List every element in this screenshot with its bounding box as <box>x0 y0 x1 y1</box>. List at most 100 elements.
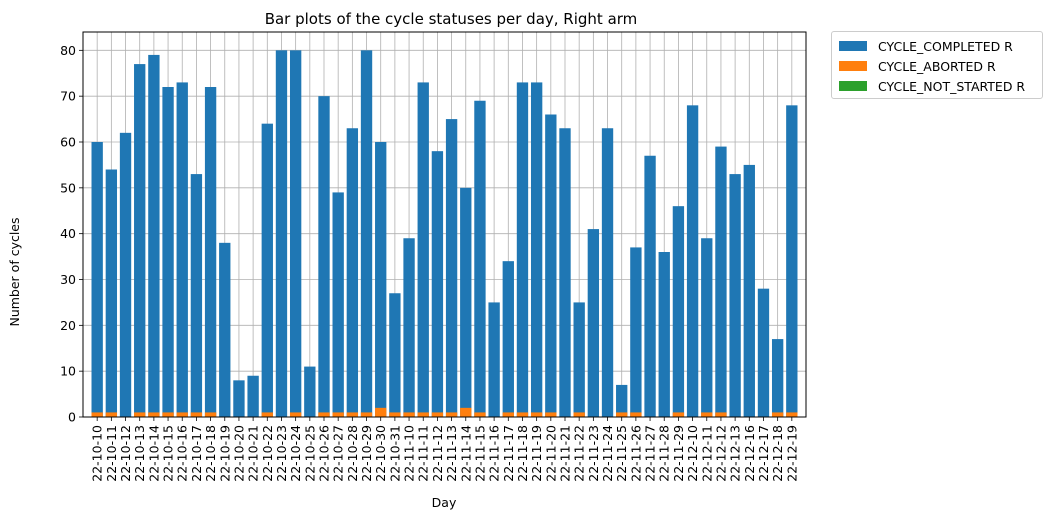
x-tick-label: 22-12-19 <box>784 425 799 482</box>
bar-aborted <box>360 412 373 417</box>
bar-completed <box>304 366 316 417</box>
axes <box>79 31 807 421</box>
bar-completed <box>289 50 302 417</box>
bars-layer <box>91 50 798 418</box>
x-tick-label: 22-11-24 <box>600 425 615 482</box>
bar-completed <box>559 128 571 417</box>
bar-completed <box>417 82 429 418</box>
y-tick-label: 80 <box>60 43 76 58</box>
bar-completed <box>403 238 415 417</box>
x-tick-label: 22-10-24 <box>288 425 303 482</box>
x-tick-label: 22-11-26 <box>628 425 643 482</box>
x-tick-label: 22-10-28 <box>345 425 360 482</box>
bar-aborted <box>786 412 798 417</box>
x-tick-label: 22-10-19 <box>217 425 232 482</box>
bar-aborted <box>573 412 585 417</box>
legend-item-not-started: CYCLE_NOT_STARTED R <box>839 79 1025 94</box>
bar-aborted <box>516 412 529 417</box>
x-tick-label: 22-11-19 <box>529 425 544 482</box>
bar-aborted <box>176 412 188 417</box>
bar-completed <box>431 151 444 417</box>
bar-aborted <box>91 412 103 417</box>
bar-aborted <box>346 412 359 417</box>
plot-frame <box>82 31 807 418</box>
legend-label-completed: CYCLE_COMPLETED R <box>878 38 1013 54</box>
x-tick-label: 22-10-15 <box>161 425 176 482</box>
x-tick-label: 22-12-17 <box>756 425 771 482</box>
x-tick-label: 22-10-13 <box>132 425 147 482</box>
x-tick-label: 22-10-23 <box>274 425 289 482</box>
x-tick-label: 22-11-22 <box>572 425 587 482</box>
bar-completed <box>601 128 614 417</box>
y-tick-label: 0 <box>68 410 76 425</box>
bar-completed <box>176 82 188 418</box>
bar-completed <box>516 82 529 418</box>
x-tick-label: 22-11-11 <box>416 425 431 482</box>
x-tick-label: 22-11-27 <box>643 425 658 482</box>
legend-swatch-aborted <box>839 61 867 71</box>
x-tick-label: 22-11-16 <box>487 425 502 482</box>
legend-swatch-completed <box>839 41 867 51</box>
y-tick-label: 30 <box>60 272 76 287</box>
bar-completed <box>332 192 344 417</box>
bar-aborted <box>672 412 685 417</box>
x-tick-label: 22-12-12 <box>713 425 728 482</box>
legend-item-aborted: CYCLE_ABORTED R <box>839 58 996 74</box>
bar-completed <box>743 164 755 417</box>
x-tick-label: 22-10-25 <box>302 425 317 482</box>
bar-aborted <box>190 412 203 417</box>
bar-aborted <box>715 412 727 417</box>
bar-completed <box>530 82 543 418</box>
bar-aborted <box>545 412 557 417</box>
y-tick-label: 70 <box>60 89 76 104</box>
x-tick-label: 22-10-30 <box>373 425 388 482</box>
bar-aborted <box>502 412 514 417</box>
x-tick-label: 22-10-10 <box>90 425 105 482</box>
bar-aborted <box>403 412 415 417</box>
bar-completed <box>275 50 288 417</box>
bar-aborted <box>389 412 401 417</box>
bar-aborted <box>445 412 458 417</box>
bar-completed <box>261 123 273 418</box>
legend-item-completed: CYCLE_COMPLETED R <box>839 38 1013 54</box>
x-tick-label: 22-11-20 <box>543 425 558 482</box>
x-tick-label: 22-12-13 <box>728 425 743 482</box>
bar-completed <box>616 384 628 417</box>
x-tick-label: 22-11-14 <box>458 425 473 482</box>
x-tick-label: 22-12-11 <box>699 425 714 482</box>
bar-completed <box>233 380 245 417</box>
bar-aborted <box>289 412 302 417</box>
x-tick-label: 22-11-23 <box>586 425 601 482</box>
bar-aborted <box>530 412 543 417</box>
bar-completed <box>658 252 670 417</box>
bar-completed <box>389 293 401 417</box>
x-tick-label: 22-11-29 <box>671 425 686 482</box>
bar-completed <box>474 100 486 417</box>
x-tick-label: 22-12-10 <box>685 425 700 482</box>
bar-completed <box>445 119 458 417</box>
bar-completed <box>119 132 132 418</box>
x-tick-label: 22-11-18 <box>515 425 530 482</box>
bar-completed <box>460 187 472 417</box>
bar-completed <box>729 174 741 417</box>
bar-completed <box>346 128 359 417</box>
legend: CYCLE_COMPLETED R CYCLE_ABORTED R CYCLE_… <box>831 31 1043 99</box>
bar-completed <box>148 54 160 418</box>
x-tick-label: 22-10-22 <box>260 425 275 482</box>
bar-completed <box>360 50 373 417</box>
x-tick-label: 22-11-10 <box>402 425 417 482</box>
bar-completed <box>545 114 557 417</box>
bar-completed <box>715 146 727 418</box>
bar-completed <box>587 229 600 417</box>
x-tick-label: 22-12-16 <box>742 425 757 482</box>
bar-completed <box>162 87 174 417</box>
x-tick-label: 22-10-27 <box>331 425 346 482</box>
x-tick-label: 22-11-21 <box>558 425 573 482</box>
x-tick-label: 22-10-26 <box>317 425 332 482</box>
x-tick-label: 22-11-28 <box>657 425 672 482</box>
y-tick-label: 50 <box>60 180 76 195</box>
legend-label-aborted: CYCLE_ABORTED R <box>878 58 996 74</box>
bar-aborted <box>318 412 330 417</box>
